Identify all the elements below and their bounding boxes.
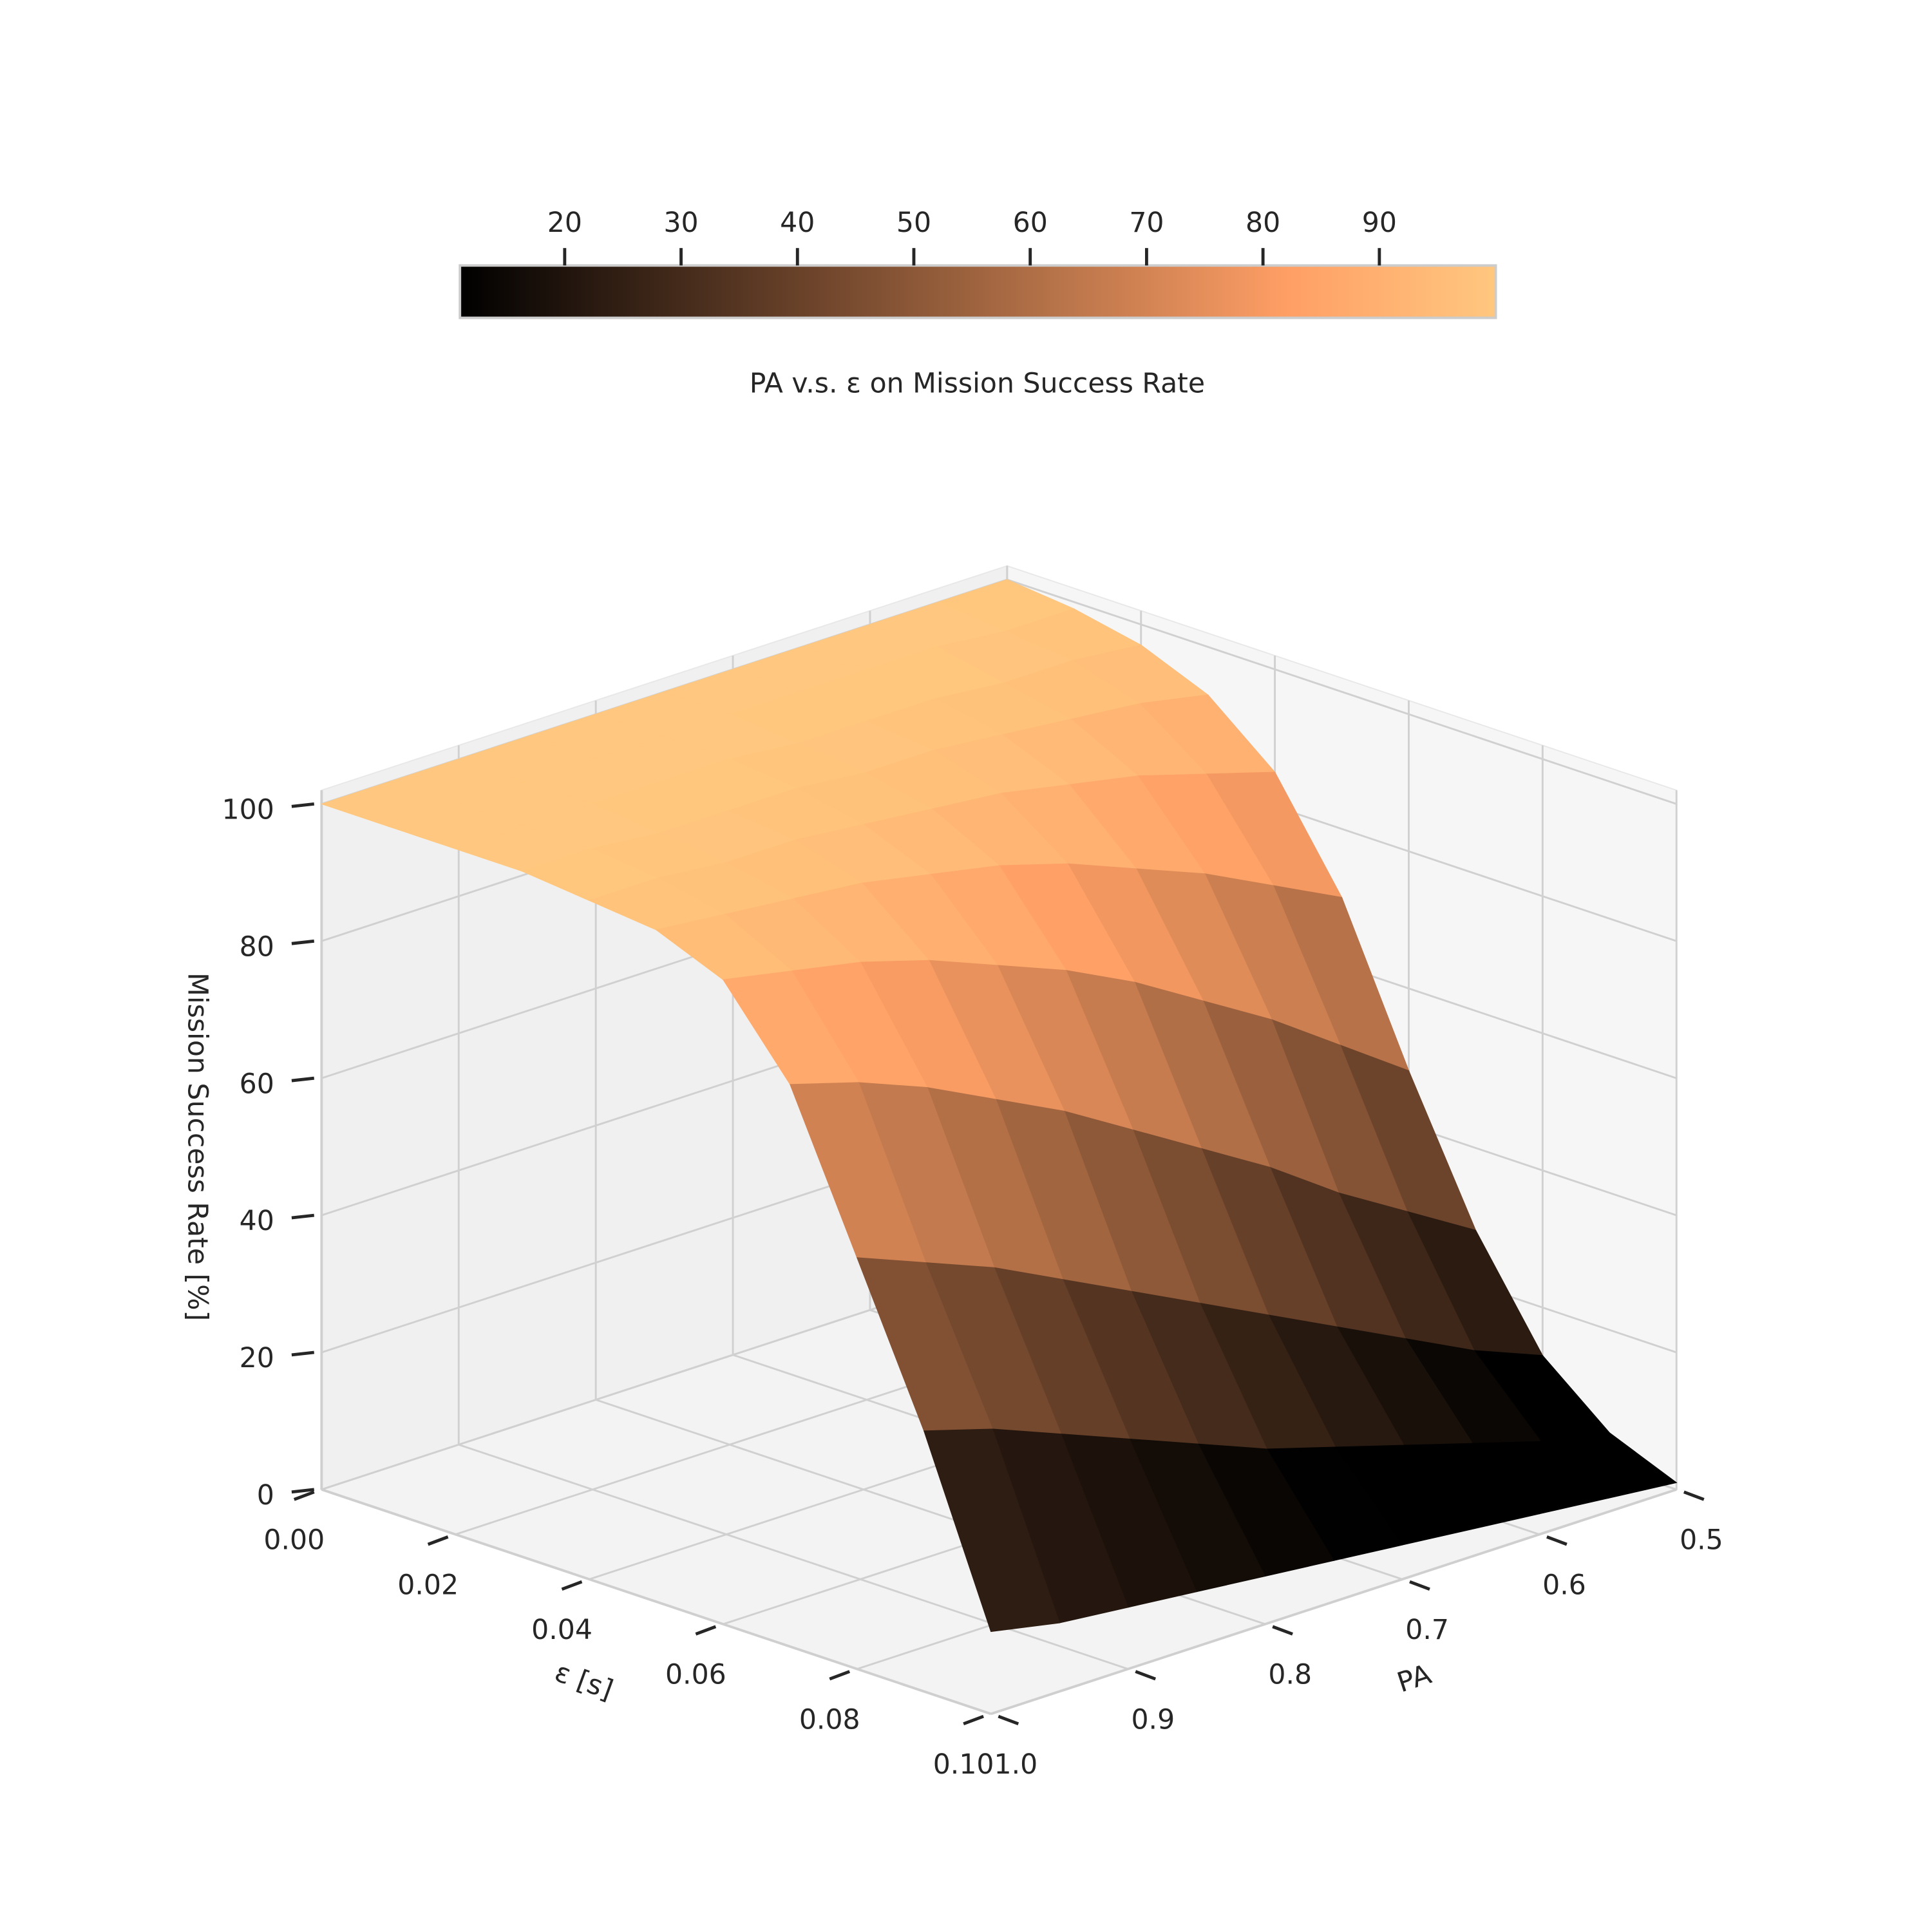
axis-line <box>990 1488 1677 1716</box>
colorbar-tick-label: 70 <box>1129 207 1164 239</box>
z-tick <box>291 1076 315 1083</box>
y-tick <box>1272 1625 1293 1636</box>
x-tick-label: 0.00 <box>263 1524 325 1557</box>
x-tick-label: 0.06 <box>665 1659 726 1691</box>
y-tick <box>998 1714 1019 1726</box>
y-tick <box>1546 1535 1567 1546</box>
x-tick <box>427 1535 449 1546</box>
grid-line <box>1007 578 1677 805</box>
colorbar-tick-label: 90 <box>1362 207 1397 239</box>
z-tick <box>291 802 315 808</box>
z-tick <box>291 939 315 945</box>
z-tick-label: 60 <box>240 1068 274 1100</box>
y-axis-label: PA <box>1394 1658 1435 1700</box>
y-tick <box>1409 1580 1430 1591</box>
colorbar-tick-label: 30 <box>663 207 698 239</box>
x-tick-label: 0.02 <box>397 1569 459 1601</box>
x-tick-label: 0.08 <box>799 1703 860 1736</box>
y-tick <box>1135 1670 1157 1681</box>
y-tick-label: 0.8 <box>1268 1659 1312 1691</box>
colorbar-tick-label: 80 <box>1245 207 1280 239</box>
axis-line <box>321 1488 992 1716</box>
colorbar-tick-label: 20 <box>547 207 582 239</box>
x-tick-label: 0.04 <box>531 1614 592 1646</box>
x-tick <box>963 1714 984 1726</box>
x-tick <box>829 1670 851 1681</box>
z-axis-label: Mission Success Rate [%] <box>181 972 213 1321</box>
x-tick <box>561 1580 583 1591</box>
y-tick-label: 0.9 <box>1131 1703 1175 1736</box>
z-tick-label: 0 <box>257 1479 274 1511</box>
z-tick <box>291 1488 315 1494</box>
z-tick-label: 80 <box>240 931 274 963</box>
colorbar <box>459 264 1497 319</box>
z-tick-label: 40 <box>240 1205 274 1237</box>
z-tick-label: 100 <box>222 794 274 826</box>
colorbar-tick-label: 60 <box>1013 207 1048 239</box>
x-tick-label: 0.10 <box>933 1748 994 1781</box>
z-tick-label: 20 <box>240 1342 274 1374</box>
x-tick <box>293 1490 315 1501</box>
y-tick-label: 0.5 <box>1680 1524 1723 1557</box>
z-tick <box>291 1213 315 1220</box>
surface-face <box>923 1428 1060 1633</box>
x-axis-label: ε [s] <box>551 1656 618 1706</box>
y-tick <box>1683 1490 1705 1501</box>
colorbar-tick-label: 40 <box>780 207 815 239</box>
colorbar-label: PA v.s. ε on Mission Success Rate <box>750 368 1205 400</box>
grid-line <box>458 1443 1129 1670</box>
y-tick-label: 0.6 <box>1542 1569 1586 1601</box>
y-tick-label: 1.0 <box>994 1748 1038 1781</box>
z-tick <box>291 1350 315 1357</box>
colorbar-tick-label: 50 <box>896 207 931 239</box>
x-tick <box>695 1625 717 1636</box>
y-tick-label: 0.7 <box>1405 1614 1449 1646</box>
